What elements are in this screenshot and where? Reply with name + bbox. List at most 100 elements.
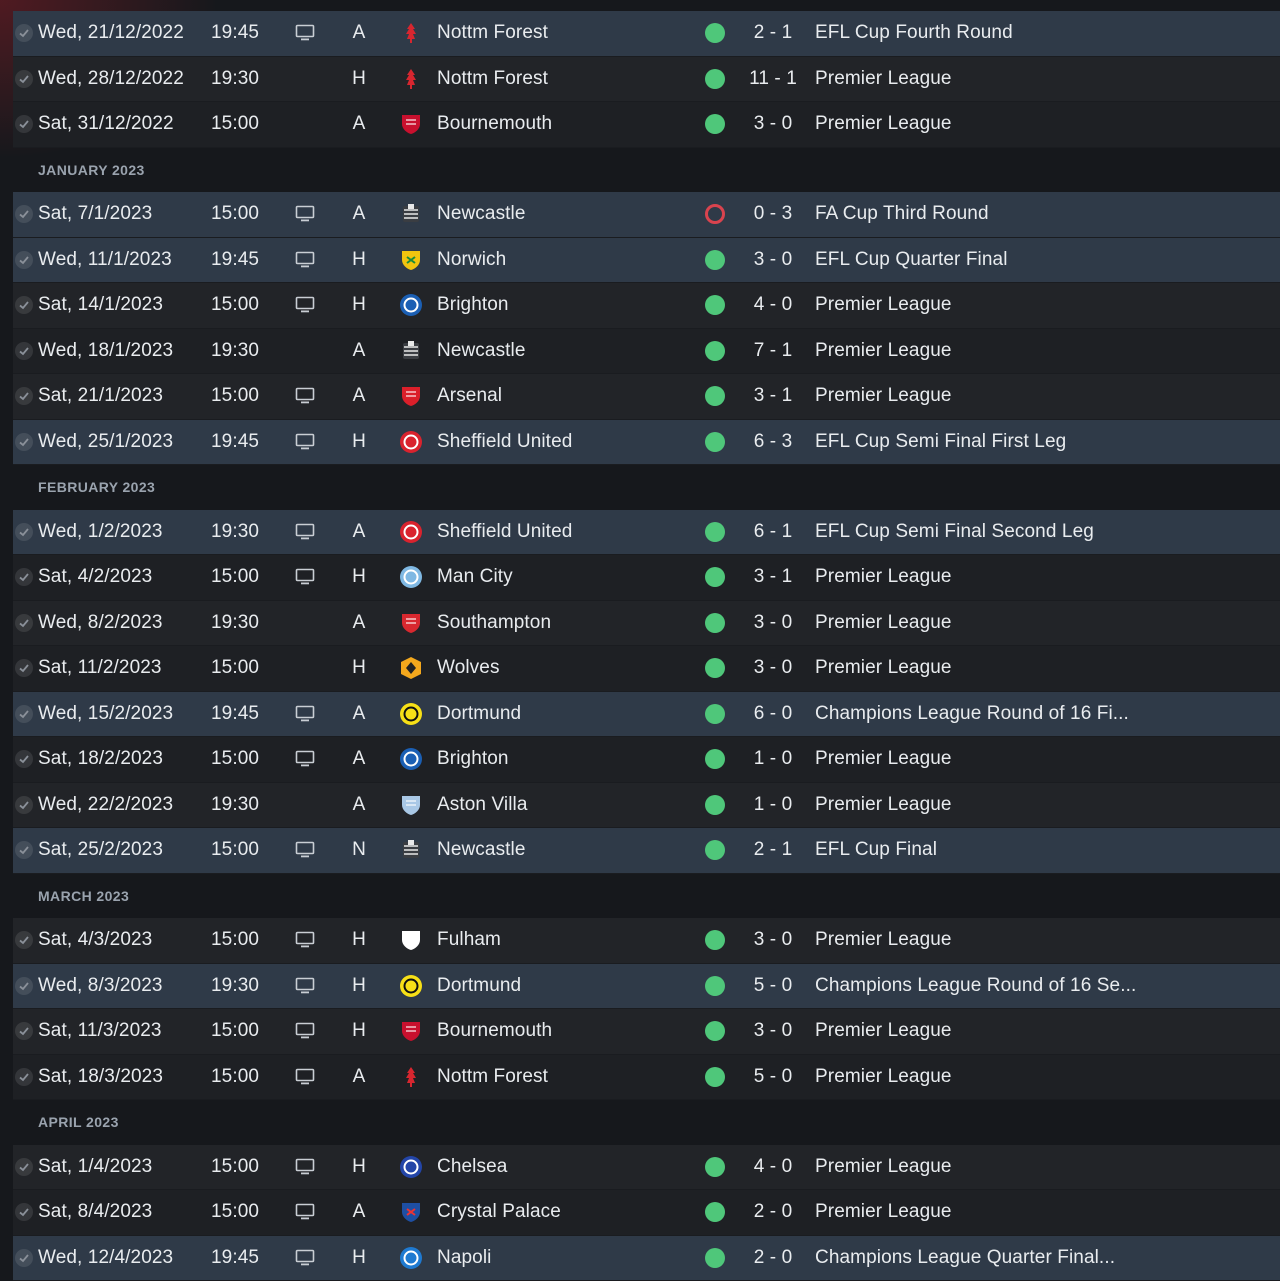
opponent-name[interactable]: Wolves <box>437 657 500 679</box>
competition-name[interactable]: Premier League <box>815 1156 952 1178</box>
fixture-date: Sat, 18/2/2023 <box>38 748 163 770</box>
competition-name[interactable]: Premier League <box>815 1066 952 1088</box>
competition-name[interactable]: EFL Cup Semi Final Second Leg <box>815 521 1094 543</box>
match-score[interactable]: 0 - 3 <box>743 203 803 225</box>
opponent-name[interactable]: Newcastle <box>437 340 526 362</box>
match-score[interactable]: 1 - 0 <box>743 794 803 816</box>
opponent-name[interactable]: Arsenal <box>437 385 502 407</box>
fixture-row[interactable]: Sat, 8/4/2023 15:00 A Crystal Palace 2 -… <box>13 1190 1280 1236</box>
fixture-row[interactable]: Sat, 4/3/2023 15:00 H Fulham 3 - 0 Premi… <box>13 918 1280 964</box>
opponent-name[interactable]: Bournemouth <box>437 1020 552 1042</box>
match-score[interactable]: 2 - 0 <box>743 1247 803 1269</box>
fixture-row[interactable]: Sat, 18/2/2023 15:00 A Brighton 1 - 0 Pr… <box>13 737 1280 783</box>
competition-name[interactable]: Premier League <box>815 566 952 588</box>
fixture-row[interactable]: Sat, 7/1/2023 15:00 A Newcastle 0 - 3 FA… <box>13 192 1280 238</box>
opponent-name[interactable]: Sheffield United <box>437 521 572 543</box>
opponent-name[interactable]: Aston Villa <box>437 794 528 816</box>
fixture-row[interactable]: Sat, 14/1/2023 15:00 H Brighton 4 - 0 Pr… <box>13 283 1280 329</box>
opponent-name[interactable]: Nottm Forest <box>437 22 548 44</box>
opponent-name[interactable]: Chelsea <box>437 1156 507 1178</box>
match-score[interactable]: 3 - 1 <box>743 385 803 407</box>
match-score[interactable]: 2 - 1 <box>743 22 803 44</box>
opponent-name[interactable]: Norwich <box>437 249 506 271</box>
opponent-name[interactable]: Brighton <box>437 748 509 770</box>
match-score[interactable]: 11 - 1 <box>743 68 803 90</box>
match-score[interactable]: 6 - 3 <box>743 431 803 453</box>
competition-name[interactable]: Premier League <box>815 748 952 770</box>
match-score[interactable]: 3 - 0 <box>743 249 803 271</box>
competition-name[interactable]: Premier League <box>815 113 952 135</box>
opponent-name[interactable]: Nottm Forest <box>437 68 548 90</box>
match-score[interactable]: 2 - 0 <box>743 1201 803 1223</box>
competition-name[interactable]: EFL Cup Final <box>815 839 937 861</box>
match-score[interactable]: 3 - 0 <box>743 657 803 679</box>
competition-name[interactable]: Champions League Round of 16 Se... <box>815 975 1136 997</box>
competition-name[interactable]: Premier League <box>815 929 952 951</box>
opponent-name[interactable]: Dortmund <box>437 975 521 997</box>
fixture-row[interactable]: Wed, 8/3/2023 19:30 H Dortmund 5 - 0 Cha… <box>13 964 1280 1010</box>
competition-name[interactable]: Premier League <box>815 1201 952 1223</box>
match-score[interactable]: 2 - 1 <box>743 839 803 861</box>
competition-name[interactable]: EFL Cup Fourth Round <box>815 22 1013 44</box>
opponent-name[interactable]: Brighton <box>437 294 509 316</box>
competition-name[interactable]: Premier League <box>815 294 952 316</box>
competition-name[interactable]: Premier League <box>815 612 952 634</box>
fixture-row[interactable]: Wed, 11/1/2023 19:45 H Norwich 3 - 0 EFL… <box>13 238 1280 284</box>
fixture-row[interactable]: Wed, 8/2/2023 19:30 A Southampton 3 - 0 … <box>13 601 1280 647</box>
opponent-name[interactable]: Man City <box>437 566 513 588</box>
fixture-row[interactable]: Sat, 31/12/2022 15:00 A Bournemouth 3 - … <box>13 102 1280 148</box>
opponent-name[interactable]: Newcastle <box>437 839 526 861</box>
fixture-row[interactable]: Sat, 21/1/2023 15:00 A Arsenal 3 - 1 Pre… <box>13 374 1280 420</box>
opponent-name[interactable]: Southampton <box>437 612 551 634</box>
match-score[interactable]: 3 - 0 <box>743 1020 803 1042</box>
competition-name[interactable]: Premier League <box>815 657 952 679</box>
competition-name[interactable]: EFL Cup Semi Final First Leg <box>815 431 1066 453</box>
competition-name[interactable]: EFL Cup Quarter Final <box>815 249 1008 271</box>
fixture-row[interactable]: Sat, 18/3/2023 15:00 A Nottm Forest 5 - … <box>13 1055 1280 1101</box>
opponent-name[interactable]: Nottm Forest <box>437 1066 548 1088</box>
fixture-row[interactable]: Sat, 25/2/2023 15:00 N Newcastle 2 - 1 E… <box>13 828 1280 874</box>
opponent-name[interactable]: Napoli <box>437 1247 491 1269</box>
match-score[interactable]: 4 - 0 <box>743 1156 803 1178</box>
fixture-row[interactable]: Sat, 11/2/2023 15:00 H Wolves 3 - 0 Prem… <box>13 646 1280 692</box>
kickoff-time: 15:00 <box>211 929 259 951</box>
match-score[interactable]: 4 - 0 <box>743 294 803 316</box>
competition-name[interactable]: Premier League <box>815 68 952 90</box>
fixture-row[interactable]: Wed, 21/12/2022 19:45 A Nottm Forest 2 -… <box>13 11 1280 57</box>
fixture-row[interactable]: Wed, 1/2/2023 19:30 A Sheffield United 6… <box>13 510 1280 556</box>
match-score[interactable]: 3 - 0 <box>743 929 803 951</box>
competition-name[interactable]: Champions League Quarter Final... <box>815 1247 1115 1269</box>
fixture-row[interactable]: Sat, 11/3/2023 15:00 H Bournemouth 3 - 0… <box>13 1009 1280 1055</box>
fixture-row[interactable]: Wed, 15/2/2023 19:45 A Dortmund 6 - 0 Ch… <box>13 692 1280 738</box>
match-score[interactable]: 3 - 0 <box>743 113 803 135</box>
competition-name[interactable]: Premier League <box>815 1020 952 1042</box>
kickoff-time: 15:00 <box>211 113 259 135</box>
match-score[interactable]: 7 - 1 <box>743 340 803 362</box>
fixture-row[interactable]: Wed, 22/2/2023 19:30 A Aston Villa 1 - 0… <box>13 783 1280 829</box>
result-win-icon <box>705 432 725 452</box>
competition-name[interactable]: Premier League <box>815 340 952 362</box>
match-score[interactable]: 1 - 0 <box>743 748 803 770</box>
match-score[interactable]: 3 - 1 <box>743 566 803 588</box>
fixture-row[interactable]: Wed, 25/1/2023 19:45 H Sheffield United … <box>13 420 1280 466</box>
competition-name[interactable]: FA Cup Third Round <box>815 203 989 225</box>
opponent-name[interactable]: Bournemouth <box>437 113 552 135</box>
match-score[interactable]: 6 - 0 <box>743 703 803 725</box>
opponent-name[interactable]: Newcastle <box>437 203 526 225</box>
competition-name[interactable]: Premier League <box>815 385 952 407</box>
match-score[interactable]: 5 - 0 <box>743 975 803 997</box>
competition-name[interactable]: Champions League Round of 16 Fi... <box>815 703 1129 725</box>
fixture-row[interactable]: Wed, 12/4/2023 19:45 H Napoli 2 - 0 Cham… <box>13 1236 1280 1281</box>
opponent-name[interactable]: Dortmund <box>437 703 521 725</box>
fixture-row[interactable]: Sat, 4/2/2023 15:00 H Man City 3 - 1 Pre… <box>13 555 1280 601</box>
match-score[interactable]: 5 - 0 <box>743 1066 803 1088</box>
fixture-row[interactable]: Sat, 1/4/2023 15:00 H Chelsea 4 - 0 Prem… <box>13 1145 1280 1191</box>
match-score[interactable]: 6 - 1 <box>743 521 803 543</box>
match-score[interactable]: 3 - 0 <box>743 612 803 634</box>
fixture-row[interactable]: Wed, 28/12/2022 19:30 H Nottm Forest 11 … <box>13 57 1280 103</box>
competition-name[interactable]: Premier League <box>815 794 952 816</box>
fixture-row[interactable]: Wed, 18/1/2023 19:30 A Newcastle 7 - 1 P… <box>13 329 1280 375</box>
opponent-name[interactable]: Crystal Palace <box>437 1201 561 1223</box>
opponent-name[interactable]: Sheffield United <box>437 431 572 453</box>
opponent-name[interactable]: Fulham <box>437 929 501 951</box>
